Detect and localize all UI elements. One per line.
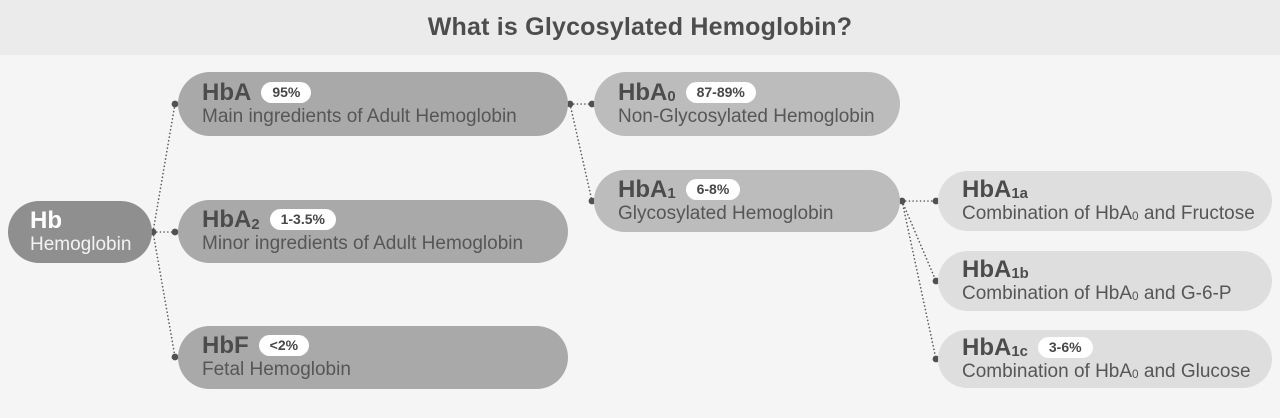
node-hbf: HbF <2% Fetal Hemoglobin (178, 326, 568, 389)
connector-group-root (152, 103, 176, 358)
node-title: HbA (202, 78, 252, 106)
node-title: HbA1b (962, 255, 1029, 283)
node-hba1b: HbA1b Combination of HbA0 and G-6-P (938, 251, 1272, 311)
node-title-text: HbA (618, 78, 668, 106)
node-title-text: HbA (962, 255, 1012, 283)
node-title: HbA1c (962, 333, 1028, 361)
node-hba1c: HbA1c 3-6% Combination of HbA0 and Gluco… (938, 330, 1272, 388)
percentage-badge: <2% (258, 335, 310, 357)
page-title: What is Glycosylated Hemoglobin? (427, 13, 853, 41)
node-title-row: HbA 95% (202, 78, 556, 106)
node-subtitle: Minor ingredients of Adult Hemoglobin (202, 233, 524, 255)
node-title-subscript: 0 (667, 89, 676, 106)
node-hba0: HbA0 87-89% Non-Glycosylated Hemoglobin (594, 72, 900, 136)
node-title-row: HbA1c 3-6% (962, 333, 1260, 361)
node-hba: HbA 95% Main ingredients of Adult Hemogl… (178, 72, 568, 136)
percentage-badge: 3-6% (1037, 336, 1093, 358)
node-hba1: HbA1 6-8% Glycosylated Hemoglobin (594, 170, 900, 232)
node-subtitle: Combination of HbA0 and G-6-P (962, 283, 1260, 306)
node-title-text: HbA (618, 175, 668, 203)
percentage-badge: 87-89% (685, 81, 756, 103)
node-hba1a: HbA1a Combination of HbA0 and Fructose (938, 171, 1272, 231)
percentage-badge: 95% (261, 81, 312, 103)
node-title-text: Hb (30, 206, 62, 234)
node-title-text: HbA (202, 206, 252, 233)
node-title-row: HbA1 6-8% (618, 175, 888, 203)
node-title: HbF (202, 333, 249, 358)
node-title: HbA0 (618, 78, 676, 106)
node-title-row: HbA2 1-3.5% (202, 207, 556, 232)
node-title-subscript: 1c (1011, 344, 1028, 361)
node-subtitle-text: Combination of HbA (962, 282, 1133, 304)
node-hb-root: Hb Hemoglobin (8, 201, 152, 263)
percentage-badge: 6-8% (685, 178, 741, 200)
node-title-row: HbA1a (962, 175, 1260, 203)
node-subtitle-text: Combination of HbA (962, 202, 1133, 224)
node-title-text: HbA (202, 78, 252, 106)
connector-group-hba (569, 103, 593, 202)
node-title-row: HbA0 87-89% (618, 78, 888, 106)
node-subtitle-text: and Fructose (1138, 202, 1255, 224)
node-subtitle: Combination of HbA0 and Fructose (962, 203, 1260, 226)
node-title: HbA1a (962, 175, 1028, 203)
node-subtitle-subscript: 0 (1132, 368, 1139, 382)
node-title-row: Hb (30, 206, 140, 234)
node-title-row: HbF <2% (202, 333, 556, 358)
node-title-text: HbA (962, 175, 1012, 203)
node-title-subscript: 2 (251, 216, 260, 233)
node-title-subscript: 1 (667, 186, 676, 203)
node-title-subscript: 1a (1011, 186, 1028, 203)
node-title-text: HbF (202, 332, 249, 359)
node-subtitle: Main ingredients of Adult Hemoglobin (202, 105, 517, 127)
connector-group-hba1 (901, 200, 937, 360)
node-title: HbA2 (202, 207, 260, 232)
node-subtitle-text: Combination of HbA (962, 360, 1133, 382)
node-subtitle: Fetal Hemoglobin (202, 359, 351, 381)
node-subtitle: Non-Glycosylated Hemoglobin (618, 105, 875, 127)
node-title-text: HbA (962, 333, 1012, 361)
node-subtitle-subscript: 0 (1132, 290, 1139, 304)
percentage-badge: 1-3.5% (269, 209, 336, 231)
node-title-subscript: 1b (1011, 266, 1029, 283)
node-subtitle: Combination of HbA0 and Glucose (962, 361, 1260, 384)
header-band: What is Glycosylated Hemoglobin? (0, 0, 1280, 55)
node-title: Hb (30, 206, 62, 234)
node-subtitle: Glycosylated Hemoglobin (618, 202, 834, 224)
node-subtitle: Hemoglobin (30, 233, 132, 255)
node-subtitle-text: and Glucose (1138, 360, 1251, 382)
node-title-row: HbA1b (962, 255, 1260, 283)
node-subtitle-subscript: 0 (1132, 210, 1139, 224)
node-subtitle-text: and G-6-P (1138, 282, 1232, 304)
node-title: HbA1 (618, 175, 676, 203)
node-hba2: HbA2 1-3.5% Minor ingredients of Adult H… (178, 200, 568, 263)
